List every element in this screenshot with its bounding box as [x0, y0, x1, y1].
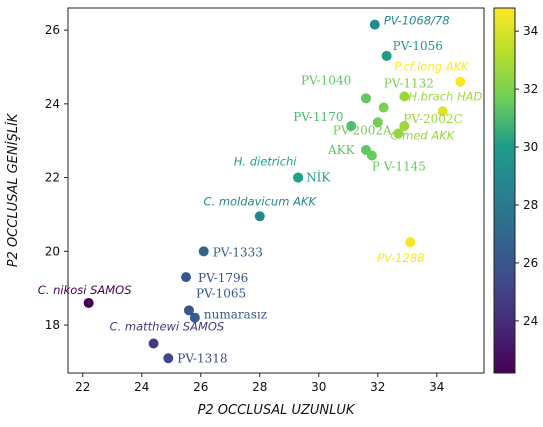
point-label: PV-1068/78	[384, 14, 450, 28]
x-axis: 22 24 26 28 30 32 34	[75, 373, 444, 394]
plot-border	[67, 7, 485, 374]
data-point	[360, 93, 371, 104]
data-point	[254, 211, 265, 222]
x-tick-label: 28	[252, 380, 267, 394]
point-label: PV-1132	[384, 77, 434, 91]
colorbar-tick-label: 30	[523, 140, 538, 154]
data-point	[378, 102, 389, 113]
point-label: PV-2002A	[333, 123, 392, 137]
colorbar-tick-label: 34	[523, 24, 538, 38]
point-label: C. moldavicum AKK	[203, 194, 317, 208]
data-point	[189, 312, 200, 323]
y-tick-label: 22	[45, 171, 60, 185]
data-point	[148, 338, 159, 349]
data-point	[381, 50, 392, 61]
point-label: AKK	[327, 143, 356, 157]
point-label: PV-1170	[293, 110, 343, 124]
plot-frame	[67, 7, 485, 374]
point-label: PV-1040	[301, 73, 351, 87]
point-label: PV-1796	[198, 271, 248, 285]
point-labels: C. nikosi SAMOS C. matthewi SAMOS PV-1318 P…	[38, 14, 483, 366]
point-label: PV-2002C	[403, 112, 462, 126]
point-label: C.med AKK	[390, 128, 455, 142]
data-point	[405, 237, 416, 248]
point-label: NİK	[306, 170, 331, 185]
y-tick-label: 18	[45, 318, 60, 332]
data-point	[366, 150, 377, 161]
point-label: PV-1056	[393, 39, 443, 53]
y-tick-label: 24	[45, 97, 60, 111]
point-label: P.cf.long AKK	[394, 60, 470, 74]
data-point	[198, 246, 209, 257]
point-label: PV-1333	[213, 245, 263, 259]
data-point	[437, 106, 448, 117]
x-axis-title: P2 OCCLUSAL UZUNLUK	[198, 403, 356, 418]
x-tick-label: 26	[193, 380, 208, 394]
colorbar-tick-label: 24	[523, 314, 538, 328]
data-points	[83, 19, 466, 364]
data-point	[372, 117, 383, 128]
point-label: C. nikosi SAMOS	[38, 283, 132, 297]
point-label: PV-1065	[196, 286, 246, 300]
data-point	[346, 120, 357, 131]
point-label: PV-1288	[377, 251, 424, 265]
colorbar: 24 26 28 30 32 34	[493, 7, 538, 374]
x-tick-label: 22	[75, 380, 90, 394]
data-point	[399, 91, 410, 102]
colorbar-gradient	[493, 7, 516, 374]
point-label: P V-1145	[372, 159, 426, 173]
y-tick-label: 26	[45, 23, 60, 37]
point-label: PV-1318	[177, 351, 227, 365]
data-point	[399, 120, 410, 131]
point-label: H.brach HAD	[408, 89, 482, 103]
x-tick-label: 30	[311, 380, 326, 394]
data-point	[369, 19, 380, 30]
point-label: numarasız	[204, 308, 267, 322]
data-point	[393, 128, 404, 139]
data-point	[83, 297, 94, 308]
y-axis-title: P2 OCCLUSAL GENİŞLİK	[5, 112, 21, 267]
x-tick-label: 34	[429, 380, 444, 394]
point-label: C. matthewi SAMOS	[110, 320, 225, 334]
data-point	[455, 76, 466, 87]
y-axis: 18 20 22 24 26	[45, 23, 68, 332]
data-point	[183, 305, 194, 316]
colorbar-tick-label: 26	[523, 256, 538, 270]
data-point	[163, 353, 174, 364]
colorbar-tick-label: 28	[523, 198, 538, 212]
x-tick-label: 32	[370, 380, 385, 394]
x-tick-label: 24	[134, 380, 149, 394]
data-point	[181, 272, 192, 283]
point-label: H. dietrichi	[234, 155, 298, 169]
y-tick-label: 20	[45, 244, 60, 258]
colorbar-tick-label: 32	[523, 82, 538, 96]
data-point	[293, 172, 304, 183]
